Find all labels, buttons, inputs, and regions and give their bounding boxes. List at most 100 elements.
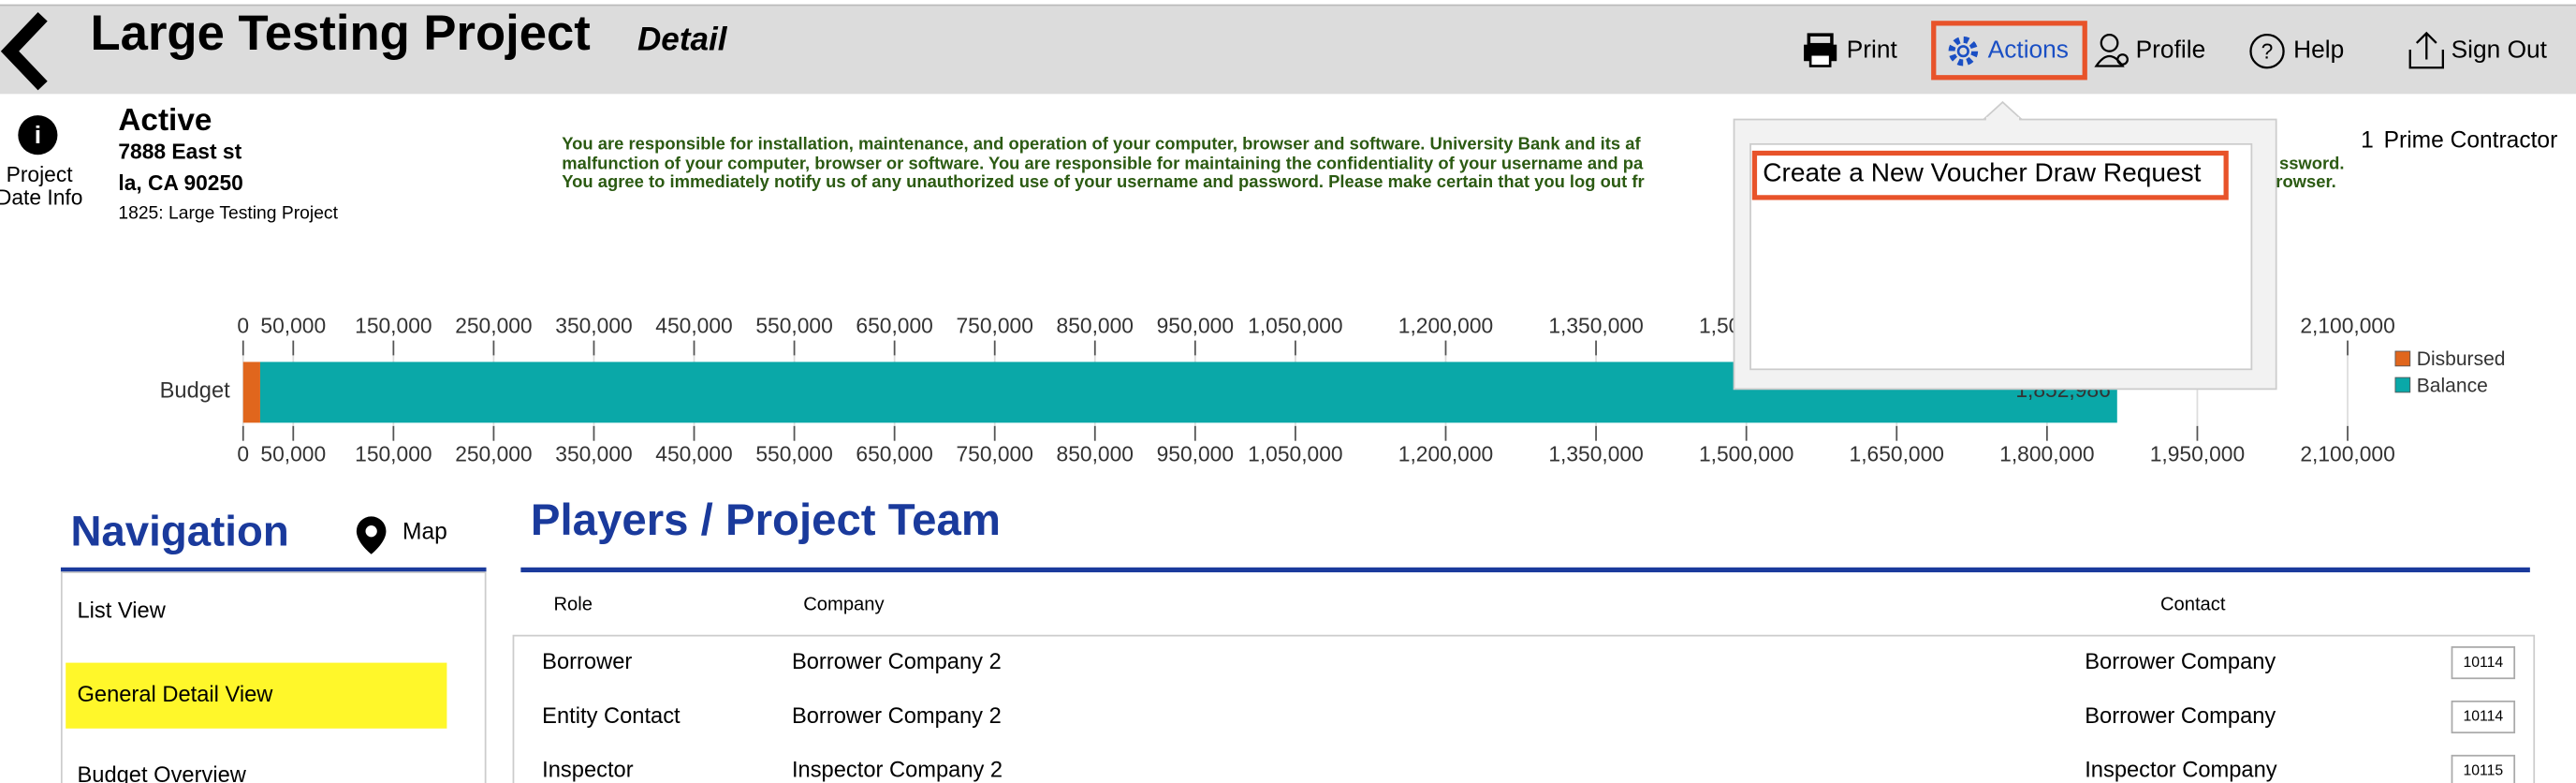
x-tick-label: 2,100,000 <box>2300 441 2394 465</box>
nav-item[interactable]: List View <box>77 598 166 623</box>
disclaimer: ssword. <box>2279 154 2345 173</box>
y-tick-label: Budget <box>160 378 230 403</box>
actions-button[interactable]: Actions <box>1931 21 2087 81</box>
x-tick-label: 950,000 <box>1157 441 1234 465</box>
x-tick-label: 250,000 <box>455 314 532 338</box>
popup-arrow <box>1982 100 2024 120</box>
x-tick-label: 50,000 <box>260 314 326 338</box>
contractor-label: Prime Contractor <box>2384 128 2558 154</box>
nav-item[interactable]: Budget Overview <box>77 763 246 783</box>
map-link[interactable]: Map <box>402 519 447 544</box>
x-tick-label: 350,000 <box>555 441 632 465</box>
disclaimer: rowser. <box>2276 171 2335 191</box>
popup-item[interactable]: Create a New Voucher Draw Request <box>1763 158 2201 187</box>
players-rule <box>520 567 2530 573</box>
menu-label: Help <box>2293 36 2344 64</box>
table-cell: Borrower <box>542 650 632 674</box>
profile-icon <box>2116 53 2129 66</box>
page-title: Large Testing Project <box>91 6 591 61</box>
x-tick-label: 550,000 <box>755 314 832 338</box>
menu-label: Actions <box>1988 36 2069 64</box>
table-cell: Entity Contact <box>542 704 681 729</box>
bar-segment <box>242 362 260 423</box>
page-subtitle: Detail <box>637 21 728 57</box>
x-tick-label: 150,000 <box>355 314 432 338</box>
menu-label: Sign Out <box>2452 36 2548 64</box>
column-header: Role <box>553 594 593 614</box>
header-bar <box>0 5 2576 95</box>
table-cell: Borrower Company 2 <box>792 650 1002 674</box>
help-button[interactable]: ? Help <box>2249 34 2344 69</box>
address: la, CA 90250 <box>118 170 243 195</box>
x-tick-label: 1,800,000 <box>1999 441 2094 465</box>
info-icon[interactable] <box>18 115 58 155</box>
back-button[interactable] <box>0 11 48 91</box>
address: 7888 East st <box>118 140 242 164</box>
help-icon: ? <box>2261 38 2274 63</box>
x-tick-label: 1,950,000 <box>2150 441 2245 465</box>
highlight-box <box>1931 21 2087 81</box>
project-id: 1825: Large Testing Project <box>118 204 338 224</box>
nav-panel <box>60 571 487 783</box>
info-label: Project <box>7 162 74 186</box>
x-tick-label: 0 <box>237 441 249 465</box>
menu-label: Print <box>1847 36 1898 64</box>
x-tick-label: 1,350,000 <box>1548 441 1643 465</box>
legend-label: Disbursed <box>2417 348 2506 370</box>
x-tick-label: 750,000 <box>957 314 1033 338</box>
project-status: Active <box>118 103 212 138</box>
print-icon <box>1808 52 1832 67</box>
x-tick-label: 950,000 <box>1157 314 1234 338</box>
menu-label: Profile <box>2136 36 2206 64</box>
disclaimer: malfunction of your computer, browser or… <box>562 154 1644 173</box>
x-tick-label: 450,000 <box>655 314 732 338</box>
contact-id-button[interactable] <box>2451 754 2516 783</box>
popup-list <box>1749 142 2253 371</box>
gear-icon <box>1948 36 1979 66</box>
x-tick-label: 1,350,000 <box>1548 314 1643 338</box>
highlight-box <box>1751 150 2229 200</box>
profile-icon <box>2094 54 2125 67</box>
legend-swatch <box>2394 350 2411 367</box>
disclaimer: You are responsible for installation, ma… <box>562 134 1641 154</box>
help-icon <box>2249 34 2285 69</box>
x-tick-label: 550,000 <box>755 441 832 465</box>
x-tick-label: 850,000 <box>1057 314 1134 338</box>
table-cell: Inspector Company <box>2085 759 2277 783</box>
players-rows: Borrower Borrower Company 2 Borrower Compa… <box>542 646 2516 783</box>
x-tick-label: 1,050,000 <box>1248 314 1342 338</box>
x-tick-label: 350,000 <box>555 314 632 338</box>
signout-icon <box>2408 31 2444 69</box>
nav-title: Navigation <box>70 508 288 555</box>
legend-label: Balance <box>2417 375 2488 396</box>
contact-id: 10114 <box>2463 709 2503 725</box>
contact-id-button[interactable] <box>2451 700 2516 734</box>
contact-id-button[interactable] <box>2451 646 2516 680</box>
players-title: Players / Project Team <box>531 495 1001 545</box>
x-tick-label: 650,000 <box>856 441 932 465</box>
x-tick-label: 0 <box>237 314 249 338</box>
signout-button[interactable]: Sign Out <box>2408 31 2548 69</box>
nav-item[interactable]: General Detail View <box>77 683 273 707</box>
table-cell: Borrower Company <box>2085 704 2276 729</box>
x-tick-label: 1,500,000 <box>1699 441 1793 465</box>
x-tick-label: 650,000 <box>856 314 932 338</box>
table-cell: Borrower Company 2 <box>792 704 1002 729</box>
column-header: Company <box>803 594 885 614</box>
column-header: Contact <box>2160 594 2226 614</box>
map-pin <box>365 525 377 538</box>
info-icon: i <box>35 121 41 149</box>
players-table <box>512 634 2536 783</box>
x-tick-label: 850,000 <box>1057 441 1134 465</box>
legend-swatch <box>2394 377 2411 393</box>
x-tick-label: 2,100,000 <box>2300 314 2394 338</box>
x-tick-label: 1,050,000 <box>1248 441 1342 465</box>
profile-button[interactable]: Profile <box>2094 34 2206 67</box>
x-tick-label: 1,200,000 <box>1398 441 1493 465</box>
x-tick-label: 1,200,000 <box>1398 314 1493 338</box>
table-cell: Borrower Company <box>2085 650 2276 674</box>
x-tick-label: 150,000 <box>355 441 432 465</box>
contractor-count: 1 <box>2361 128 2374 154</box>
print-button[interactable]: Print <box>1804 33 1898 67</box>
